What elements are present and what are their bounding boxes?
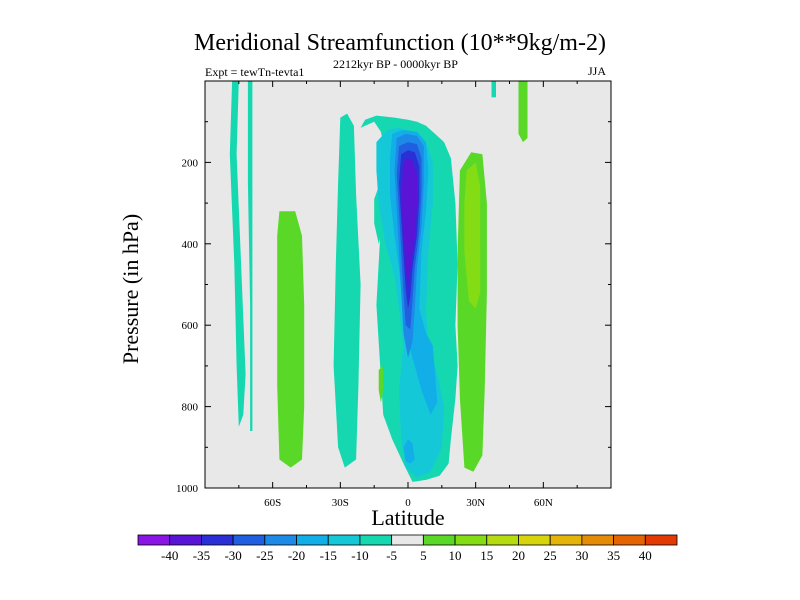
y-tick-label: 600 xyxy=(182,320,199,332)
colorbar-swatch xyxy=(644,534,678,546)
colorbar-swatch xyxy=(549,534,583,546)
colorbar-label: -5 xyxy=(386,548,397,563)
x-tick-label: 60S xyxy=(264,497,281,509)
colorbar-label: -25 xyxy=(256,548,273,563)
axis-ticks: 60S 30S 0 30N 60N 200 400 600 800 1000 xyxy=(176,81,611,509)
colorbar-label: -20 xyxy=(288,548,305,563)
x-tick-label: 0 xyxy=(405,497,411,509)
experiment-label: Expt = tewTn-tevta1 xyxy=(205,65,305,79)
x-tick-label: 60N xyxy=(534,497,553,509)
contour-region-1 xyxy=(247,81,253,431)
contour-regions xyxy=(229,81,528,482)
colorbar-label: 20 xyxy=(512,548,525,563)
contour-region-10 xyxy=(518,81,528,143)
colorbar-label: -30 xyxy=(224,548,241,563)
colorbar-label: 40 xyxy=(639,548,652,563)
chart-title: Meridional Streamfunction (10**9kg/m-2) xyxy=(194,30,606,56)
colorbar-swatch xyxy=(264,534,297,546)
colorbar-swatch xyxy=(296,534,329,546)
y-tick-label: 800 xyxy=(182,402,199,414)
contour-region-2 xyxy=(333,113,361,468)
colorbar-swatch xyxy=(232,534,266,546)
colorbar-label: -40 xyxy=(161,548,178,563)
y-tick-label: 1000 xyxy=(176,483,199,495)
colorbar-swatch xyxy=(137,534,171,546)
colorbar-swatch xyxy=(518,534,551,546)
contour-region-11 xyxy=(464,162,481,309)
colorbar-swatch xyxy=(391,534,424,546)
contour-region-0 xyxy=(229,81,246,427)
contour-region-7 xyxy=(277,211,305,468)
contour-region-8 xyxy=(378,365,384,403)
y-tick-label: 400 xyxy=(182,239,199,251)
colorbar-swatch xyxy=(422,534,456,546)
season-label: JJA xyxy=(588,64,607,78)
time-range-subtitle: 2212kyr BP - 0000kyr BP xyxy=(333,57,458,71)
contour-region-5 xyxy=(491,81,496,98)
colorbar-label: 35 xyxy=(607,548,620,563)
colorbar-label: 25 xyxy=(544,548,557,563)
contour-region-15 xyxy=(403,439,415,464)
colorbar-swatch xyxy=(581,534,614,546)
colorbar-swatch xyxy=(486,534,519,546)
y-tick-label: 200 xyxy=(182,157,199,169)
x-tick-label: 30S xyxy=(332,497,349,509)
colorbar-swatch xyxy=(613,534,646,546)
colorbar-label: 30 xyxy=(575,548,588,563)
y-axis-label: Pressure (in hPa) xyxy=(118,213,143,365)
colorbar-label: 15 xyxy=(480,548,493,563)
colorbar-swatch xyxy=(454,534,488,546)
contour-region-19 xyxy=(401,158,417,289)
x-tick-label: 30N xyxy=(466,497,485,509)
colorbar-label: 5 xyxy=(420,548,427,563)
x-axis-label: Latitude xyxy=(371,505,445,530)
colorbar-label: -35 xyxy=(193,548,210,563)
colorbar-label: -15 xyxy=(320,548,337,563)
colorbar-swatch xyxy=(169,534,202,546)
colorbar-label: 10 xyxy=(449,548,462,563)
colorbar-label: -10 xyxy=(351,548,368,563)
colorbar-swatch xyxy=(359,534,393,546)
colorbar-swatch xyxy=(327,534,361,546)
colorbar: -40 -35 -30 -25 -20 -15 -10 -5 5 10 15 20 25 30 35 40 xyxy=(137,534,678,563)
colorbar-swatch xyxy=(201,534,234,546)
